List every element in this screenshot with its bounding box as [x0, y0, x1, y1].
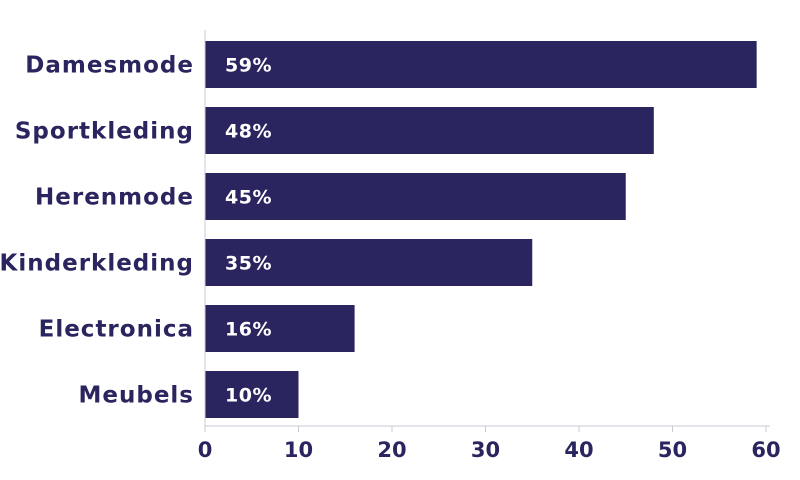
category-label: Herenmode: [35, 185, 194, 211]
data-label: 45%: [225, 187, 272, 209]
category-label: Electronica: [39, 317, 194, 343]
x-tick-label: 60: [751, 438, 780, 462]
x-axis: 0 10 20 30 40 50 60: [198, 30, 781, 462]
bar-damesmode: [205, 41, 757, 88]
data-label: 16%: [225, 319, 272, 341]
x-tick-label: 50: [658, 438, 687, 462]
data-label: 59%: [225, 55, 272, 77]
category-label: Kinderkleding: [0, 251, 194, 277]
bar-herenmode: [205, 173, 626, 220]
category-labels: Damesmode Sportkleding Herenmode Kinderkled…: [0, 53, 195, 409]
data-label: 10%: [225, 385, 272, 407]
category-label: Meubels: [79, 383, 195, 409]
x-tick-label: 20: [377, 438, 406, 462]
x-tick-label: 0: [198, 438, 213, 462]
data-label: 48%: [225, 121, 272, 143]
category-label: Sportkleding: [15, 119, 194, 145]
x-tick-label: 30: [471, 438, 500, 462]
bars-layer: 59% 48% 45% 35% 16% 10%: [205, 41, 757, 418]
category-label: Damesmode: [25, 53, 194, 79]
data-label: 35%: [225, 253, 272, 275]
bar-sportkleding: [205, 107, 654, 154]
bar-kinderkleding: [205, 239, 533, 286]
x-tick-label: 10: [284, 438, 313, 462]
x-tick-label: 40: [564, 438, 593, 462]
bar-meubels: [205, 371, 299, 418]
bar-electronica: [205, 305, 355, 352]
